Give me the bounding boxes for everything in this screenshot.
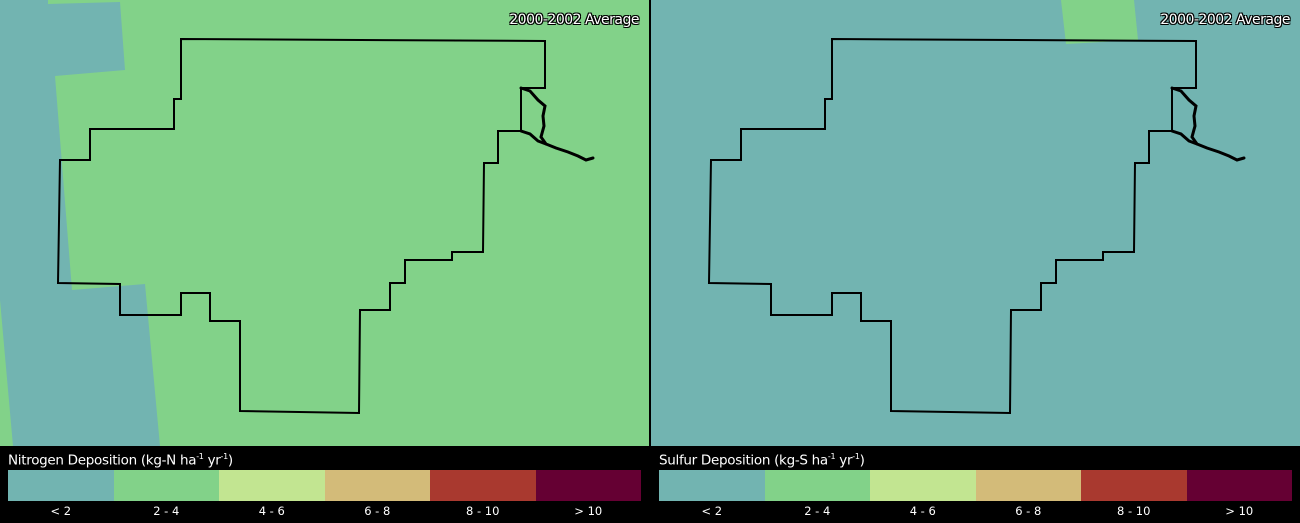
nitrogen-legend: Nitrogen Deposition (kg-N ha-1 yr-1) < 2… xyxy=(0,446,649,523)
legend-class-label: 6 - 8 xyxy=(364,504,391,518)
sulfur-map-panel[interactable]: 2000-2002 Average xyxy=(651,0,1300,446)
legend-swatch: < 2 xyxy=(8,470,114,518)
deposition-zone-2-4 xyxy=(1061,0,1138,44)
legend-class-label: 8 - 10 xyxy=(1117,504,1151,518)
period-label: 2000-2002 Average xyxy=(1160,12,1290,28)
legend-swatch: < 2 xyxy=(659,470,765,518)
legend-class-label: 6 - 8 xyxy=(1015,504,1042,518)
period-label: 2000-2002 Average xyxy=(509,12,639,28)
legend-swatch: 8 - 10 xyxy=(1081,470,1187,518)
legend-swatch: > 10 xyxy=(535,470,641,518)
sulfur-legend: Sulfur Deposition (kg-S ha-1 yr-1) < 2 2 … xyxy=(651,446,1300,523)
legend-class-label: 4 - 6 xyxy=(909,504,936,518)
legend-swatch: 2 - 4 xyxy=(113,470,219,518)
legend-swatch: 8 - 10 xyxy=(430,470,536,518)
legend-title: Nitrogen Deposition (kg-N ha-1 yr-1) xyxy=(8,452,233,469)
nitrogen-map-panel[interactable]: 2000-2002 Average xyxy=(0,0,649,446)
deposition-zone-lt2 xyxy=(0,0,160,446)
legend-class-label: 2 - 4 xyxy=(804,504,831,518)
river-line xyxy=(519,86,595,162)
legend-color-bar: < 2 2 - 4 4 - 6 6 - 8 8 - 10 > 10 xyxy=(659,470,1292,518)
legend-class-label: < 2 xyxy=(701,504,723,518)
legend-swatch: 6 - 8 xyxy=(324,470,430,518)
legend-swatch: 4 - 6 xyxy=(870,470,976,518)
legend-color-bar: < 2 2 - 4 4 - 6 6 - 8 8 - 10 > 10 xyxy=(8,470,641,518)
park-boundary xyxy=(707,37,1197,415)
legend-class-label: 4 - 6 xyxy=(258,504,285,518)
legend-title: Sulfur Deposition (kg-S ha-1 yr-1) xyxy=(659,452,865,469)
river-line xyxy=(1170,86,1246,162)
legend-swatch: > 10 xyxy=(1186,470,1292,518)
legend-class-label: 8 - 10 xyxy=(466,504,500,518)
legend-swatch: 4 - 6 xyxy=(219,470,325,518)
legend-class-label: 2 - 4 xyxy=(153,504,180,518)
legend-swatch: 6 - 8 xyxy=(975,470,1081,518)
legend-class-label: > 10 xyxy=(574,504,603,518)
legend-swatch: 2 - 4 xyxy=(764,470,870,518)
legend-class-label: > 10 xyxy=(1225,504,1254,518)
deposition-zone-lt2 xyxy=(651,0,1300,446)
legend-class-label: < 2 xyxy=(50,504,72,518)
park-boundary xyxy=(56,37,546,415)
